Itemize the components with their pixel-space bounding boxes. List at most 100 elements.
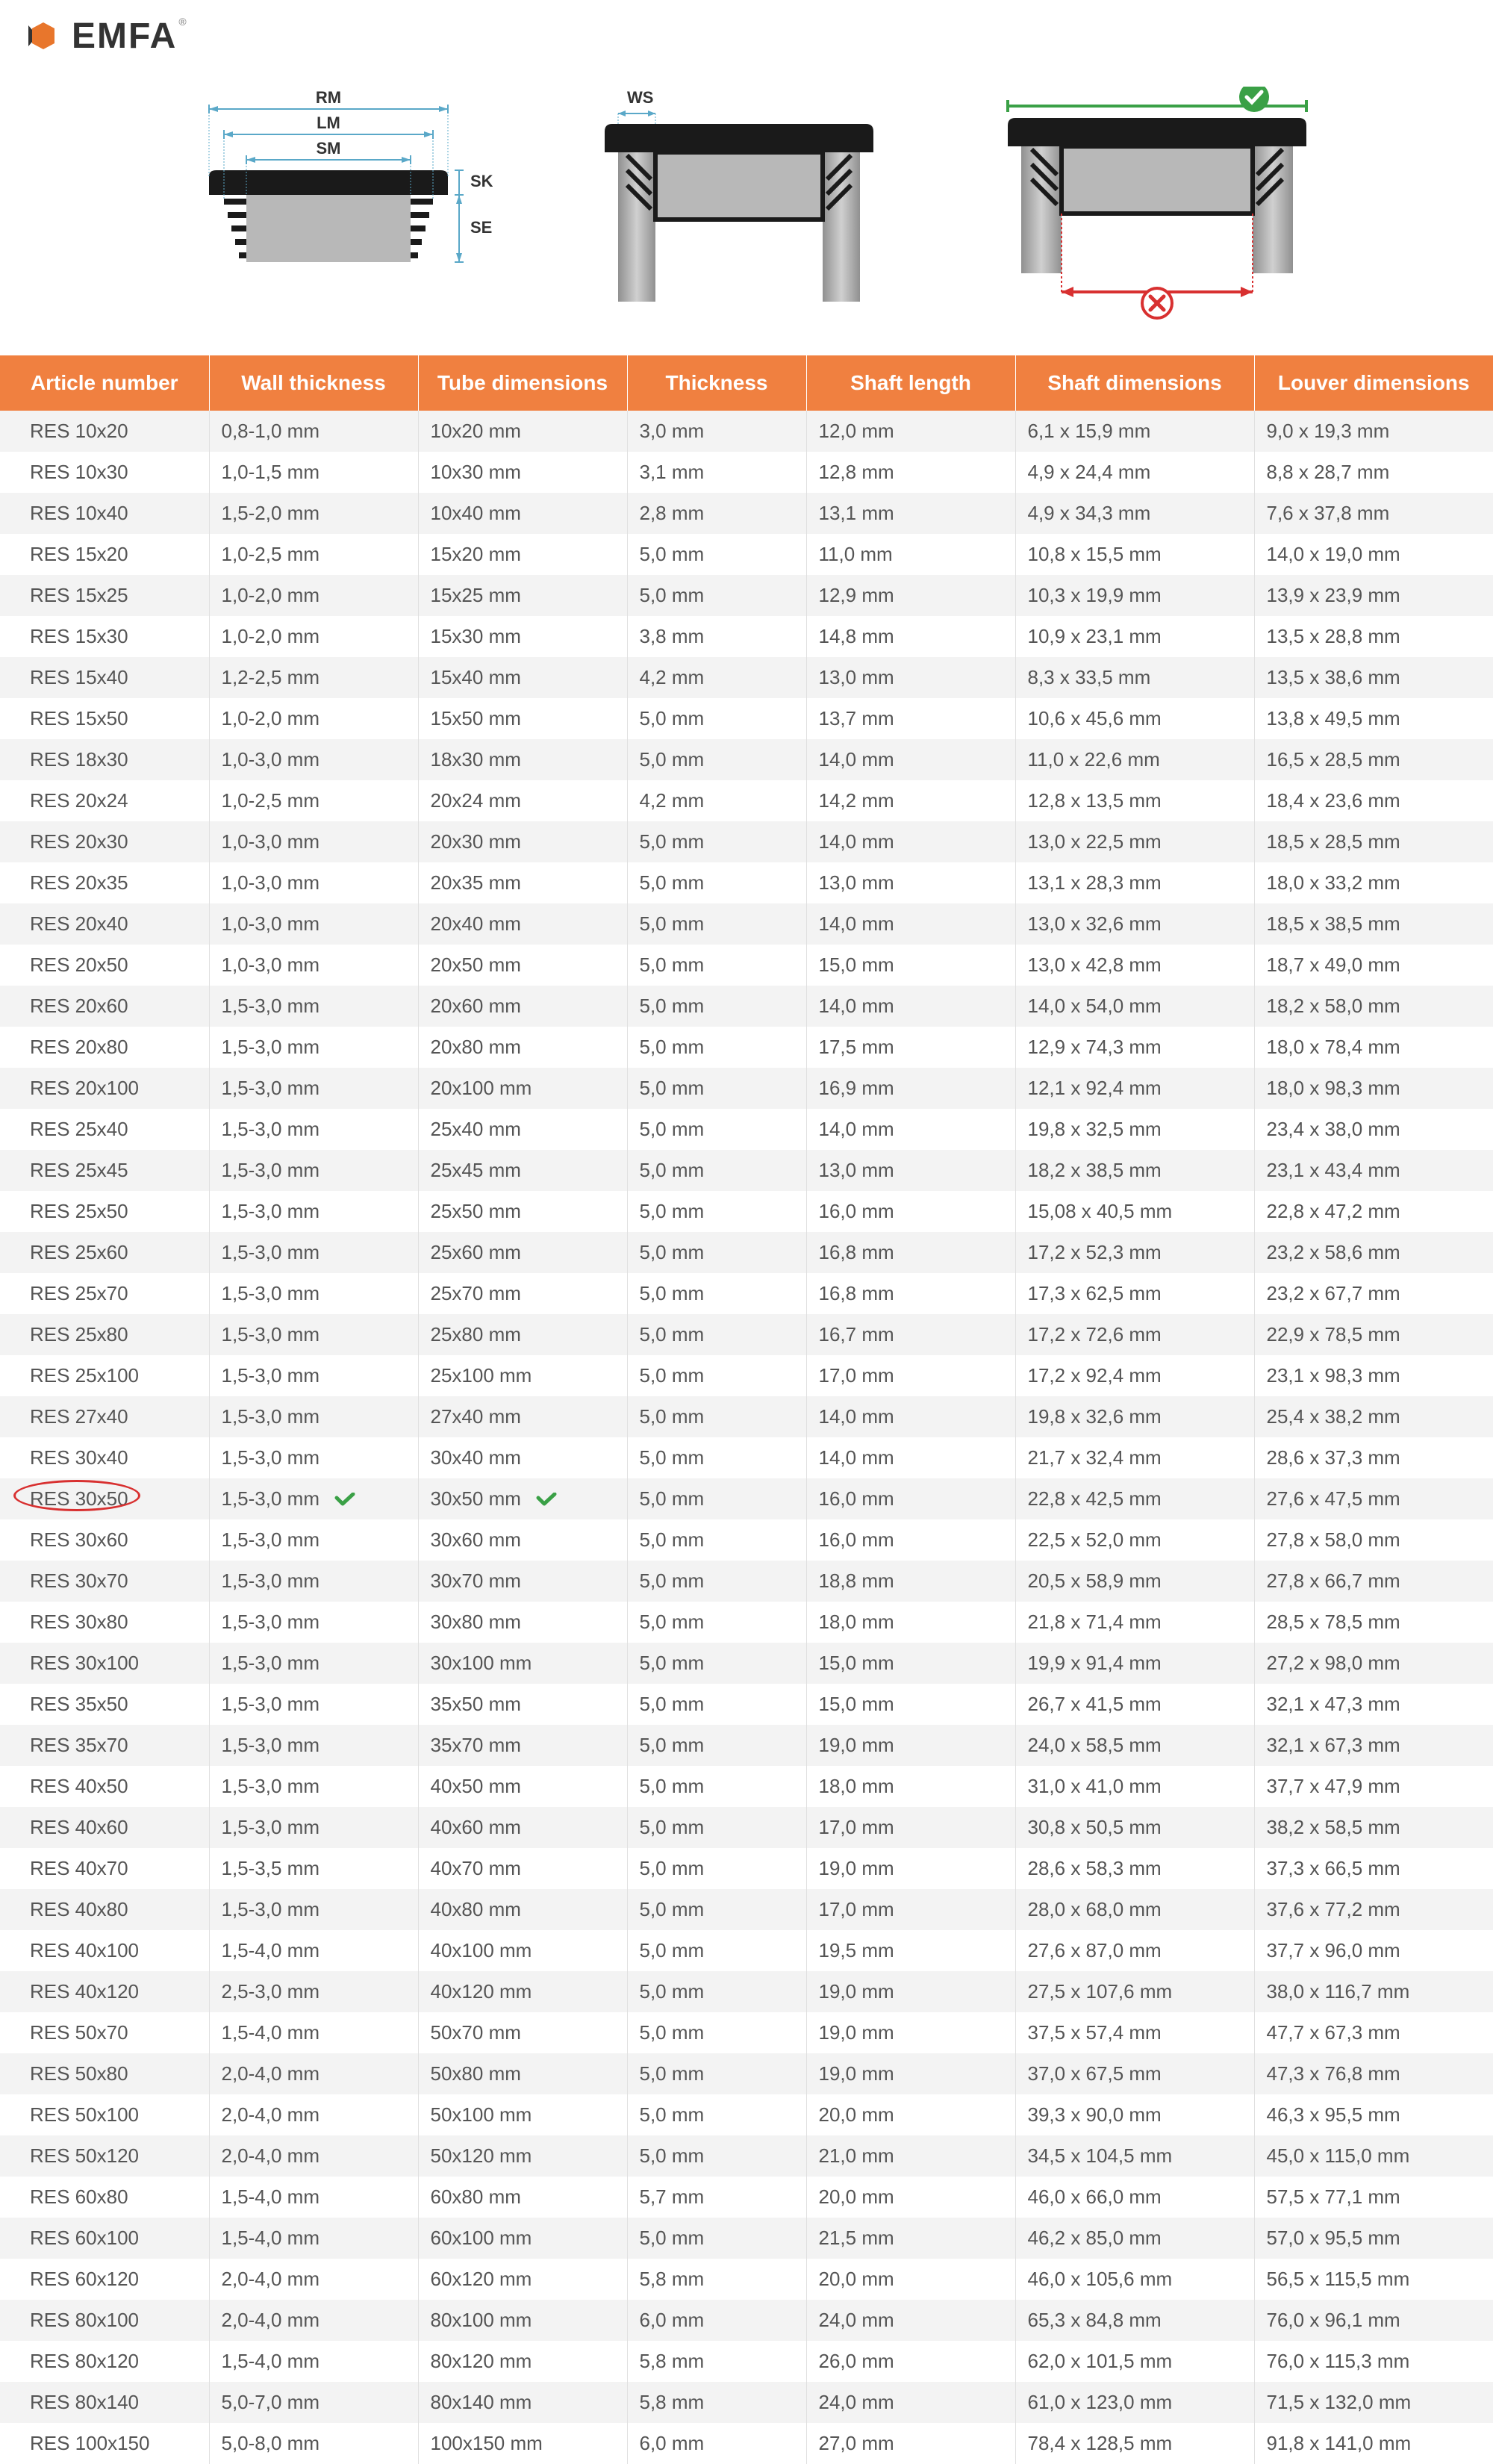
table-cell: 17,3 x 62,5 mm <box>1015 1273 1254 1314</box>
table-cell: 1,5-3,0 mm <box>209 1027 418 1068</box>
table-cell: 14,0 mm <box>806 739 1015 780</box>
table-cell: 4,2 mm <box>627 780 806 821</box>
table-row: RES 35x701,5-3,0 mm35x70 mm5,0 mm19,0 mm… <box>0 1725 1493 1766</box>
table-cell: 15x50 mm <box>418 698 627 739</box>
table-cell: 10x30 mm <box>418 452 627 493</box>
table-cell: 1,5-4,0 mm <box>209 2177 418 2218</box>
table-cell: RES 10x40 <box>0 493 209 534</box>
table-cell: 1,5-3,0 mm <box>209 1684 418 1725</box>
table-cell: 1,0-2,0 mm <box>209 698 418 739</box>
col-tube: Tube dimensions <box>418 355 627 411</box>
table-cell: 1,5-3,5 mm <box>209 1848 418 1889</box>
table-cell: 80x100 mm <box>418 2300 627 2341</box>
table-cell: 22,8 x 47,2 mm <box>1254 1191 1493 1232</box>
table-cell: RES 20x35 <box>0 862 209 903</box>
table-cell: 7,6 x 37,8 mm <box>1254 493 1493 534</box>
table-row: RES 15x201,0-2,5 mm15x20 mm5,0 mm11,0 mm… <box>0 534 1493 575</box>
table-cell: 10,8 x 15,5 mm <box>1015 534 1254 575</box>
table-cell: 14,8 mm <box>806 616 1015 657</box>
table-cell: 10,6 x 45,6 mm <box>1015 698 1254 739</box>
table-cell: 13,0 mm <box>806 1150 1015 1191</box>
table-cell: 1,0-2,5 mm <box>209 780 418 821</box>
table-cell: 20x100 mm <box>418 1068 627 1109</box>
table-cell: 1,5-4,0 mm <box>209 2012 418 2053</box>
table-cell: RES 30x50 <box>0 1478 209 1519</box>
table-cell: 5,8 mm <box>627 2382 806 2423</box>
table-cell: 40x100 mm <box>418 1930 627 1971</box>
table-cell: 5,0 mm <box>627 2012 806 2053</box>
table-cell: 5,0 mm <box>627 862 806 903</box>
table-cell: 1,5-3,0 mm <box>209 1068 418 1109</box>
table-cell: 37,7 x 96,0 mm <box>1254 1930 1493 1971</box>
table-row: RES 60x1001,5-4,0 mm60x100 mm5,0 mm21,5 … <box>0 2218 1493 2259</box>
table-cell: RES 50x120 <box>0 2135 209 2177</box>
table-cell: RES 40x120 <box>0 1971 209 2012</box>
table-row: RES 30x701,5-3,0 mm30x70 mm5,0 mm18,8 mm… <box>0 1561 1493 1602</box>
table-row: RES 15x401,2-2,5 mm15x40 mm4,2 mm13,0 mm… <box>0 657 1493 698</box>
col-article: Article number <box>0 355 209 411</box>
table-cell: 25x50 mm <box>418 1191 627 1232</box>
table-row: RES 35x501,5-3,0 mm35x50 mm5,0 mm15,0 mm… <box>0 1684 1493 1725</box>
table-cell: RES 15x25 <box>0 575 209 616</box>
table-cell: 40x120 mm <box>418 1971 627 2012</box>
table-cell: 13,5 x 38,6 mm <box>1254 657 1493 698</box>
table-cell: 1,5-3,0 mm <box>209 1519 418 1561</box>
table-cell: 5,0 mm <box>627 1766 806 1807</box>
table-cell: 23,1 x 98,3 mm <box>1254 1355 1493 1396</box>
table-cell: 1,0-3,0 mm <box>209 821 418 862</box>
table-cell: 5,0 mm <box>627 1191 806 1232</box>
table-row: RES 20x801,5-3,0 mm20x80 mm5,0 mm17,5 mm… <box>0 1027 1493 1068</box>
table-cell: 1,5-3,0 mm <box>209 1807 418 1848</box>
table-cell: 1,5-3,0 mm <box>209 1191 418 1232</box>
table-row: RES 100x1505,0-8,0 mm100x150 mm6,0 mm27,… <box>0 2423 1493 2464</box>
table-cell: 1,5-2,0 mm <box>209 493 418 534</box>
table-cell: RES 20x60 <box>0 986 209 1027</box>
table-cell: 32,1 x 67,3 mm <box>1254 1725 1493 1766</box>
table-cell: 27x40 mm <box>418 1396 627 1437</box>
table-cell: 1,5-3,0 mm <box>209 1396 418 1437</box>
table-cell: RES 15x40 <box>0 657 209 698</box>
spec-table: Article number Wall thickness Tube dimen… <box>0 355 1493 2464</box>
label-sm: SM <box>317 139 341 158</box>
table-cell: 1,0-2,0 mm <box>209 616 418 657</box>
table-cell: 47,3 x 76,8 mm <box>1254 2053 1493 2094</box>
table-cell: 1,5-3,0 mm <box>209 1725 418 1766</box>
table-row: RES 50x802,0-4,0 mm50x80 mm5,0 mm19,0 mm… <box>0 2053 1493 2094</box>
table-cell: 25x70 mm <box>418 1273 627 1314</box>
table-cell: 71,5 x 132,0 mm <box>1254 2382 1493 2423</box>
table-cell: 25x40 mm <box>418 1109 627 1150</box>
table-cell: RES 35x70 <box>0 1725 209 1766</box>
table-cell: 5,0 mm <box>627 1930 806 1971</box>
label-sk: SK <box>470 172 493 190</box>
table-cell: 25x60 mm <box>418 1232 627 1273</box>
table-cell: 14,2 mm <box>806 780 1015 821</box>
logo-text: EMFA® <box>72 16 188 57</box>
table-cell: 5,0 mm <box>627 1725 806 1766</box>
table-row: RES 18x301,0-3,0 mm18x30 mm5,0 mm14,0 mm… <box>0 739 1493 780</box>
table-cell: 5,0 mm <box>627 1232 806 1273</box>
table-cell: 39,3 x 90,0 mm <box>1015 2094 1254 2135</box>
table-cell: 12,9 x 74,3 mm <box>1015 1027 1254 1068</box>
table-cell: RES 25x70 <box>0 1273 209 1314</box>
table-row: RES 40x501,5-3,0 mm40x50 mm5,0 mm18,0 mm… <box>0 1766 1493 1807</box>
label-ws: WS <box>627 88 653 107</box>
table-cell: 13,0 mm <box>806 657 1015 698</box>
table-cell: 5,0 mm <box>627 1396 806 1437</box>
table-cell: 27,0 mm <box>806 2423 1015 2464</box>
table-cell: 24,0 mm <box>806 2300 1015 2341</box>
table-cell: 15,0 mm <box>806 1643 1015 1684</box>
table-cell: 5,0 mm <box>627 1602 806 1643</box>
table-cell: 15x20 mm <box>418 534 627 575</box>
table-cell: 20x30 mm <box>418 821 627 862</box>
table-row: RES 80x1405,0-7,0 mm80x140 mm5,8 mm24,0 … <box>0 2382 1493 2423</box>
table-cell: 37,7 x 47,9 mm <box>1254 1766 1493 1807</box>
table-cell: 5,8 mm <box>627 2259 806 2300</box>
table-cell: 28,6 x 58,3 mm <box>1015 1848 1254 1889</box>
table-cell: 1,5-3,0 mm <box>209 1437 418 1478</box>
table-cell: RES 50x70 <box>0 2012 209 2053</box>
table-cell: 24,0 mm <box>806 2382 1015 2423</box>
table-cell: RES 80x140 <box>0 2382 209 2423</box>
table-row: RES 40x701,5-3,5 mm40x70 mm5,0 mm19,0 mm… <box>0 1848 1493 1889</box>
table-cell: 37,5 x 57,4 mm <box>1015 2012 1254 2053</box>
table-cell: 18,2 x 58,0 mm <box>1254 986 1493 1027</box>
